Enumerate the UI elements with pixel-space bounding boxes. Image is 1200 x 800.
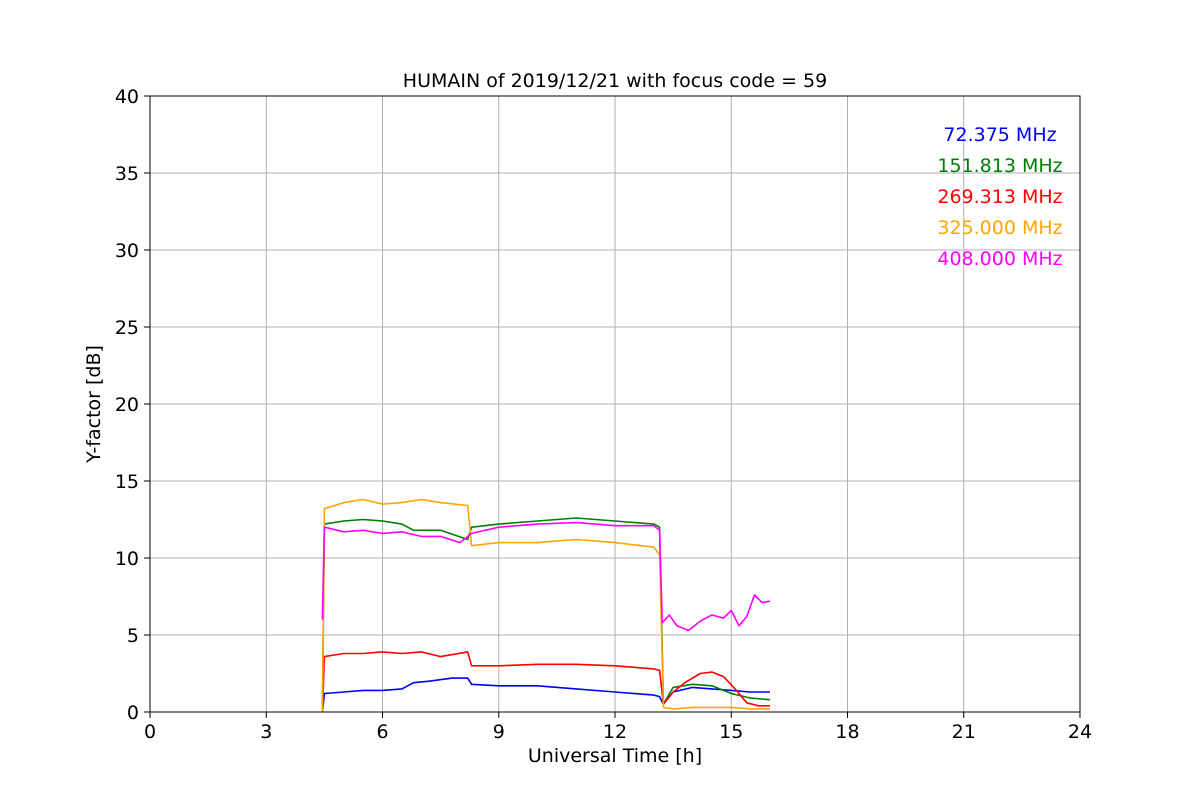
x-tick-label: 24 — [1068, 721, 1092, 743]
y-tick-label: 40 — [115, 86, 139, 108]
y-tick-label: 5 — [127, 625, 139, 647]
y-tick-label: 30 — [115, 240, 139, 262]
legend-entry: 269.313 MHz — [937, 186, 1062, 208]
x-tick-label: 6 — [376, 721, 388, 743]
legend-entry: 151.813 MHz — [937, 155, 1062, 177]
y-tick-label: 20 — [115, 394, 139, 416]
x-tick-label: 9 — [493, 721, 505, 743]
y-tick-label: 10 — [115, 548, 139, 570]
chart-title: HUMAIN of 2019/12/21 with focus code = 5… — [403, 70, 827, 92]
x-tick-label: 12 — [603, 721, 627, 743]
y-axis-label: Y-factor [dB] — [83, 345, 105, 464]
x-tick-label: 15 — [719, 721, 743, 743]
legend: 72.375 MHz 151.813 MHz 269.313 MHz 325.000 … — [937, 124, 1062, 270]
x-tick-label: 18 — [835, 721, 859, 743]
legend-entry: 325.000 MHz — [937, 217, 1062, 239]
series-line-0 — [321, 677, 770, 713]
y-tick-label: 25 — [115, 317, 139, 339]
y-tick-label: 0 — [127, 702, 139, 724]
x-tick-label: 0 — [144, 721, 156, 743]
x-axis-label: Universal Time [h] — [528, 745, 702, 767]
tick-layer: 0 3 6 9 12 15 18 21 24 0 5 10 15 20 25 30 35 40 — [115, 86, 1092, 743]
series-layer — [321, 498, 771, 713]
y-tick-label: 15 — [115, 471, 139, 493]
series-line-1 — [321, 517, 771, 713]
series-line-2 — [321, 651, 770, 713]
x-tick-label: 21 — [952, 721, 976, 743]
legend-entry: 408.000 MHz — [937, 248, 1062, 270]
series-line-3 — [321, 498, 770, 713]
x-tick-label: 3 — [260, 721, 272, 743]
y-tick-label: 35 — [115, 163, 139, 185]
series-line-4 — [321, 521, 771, 632]
legend-entry: 72.375 MHz — [943, 124, 1056, 146]
